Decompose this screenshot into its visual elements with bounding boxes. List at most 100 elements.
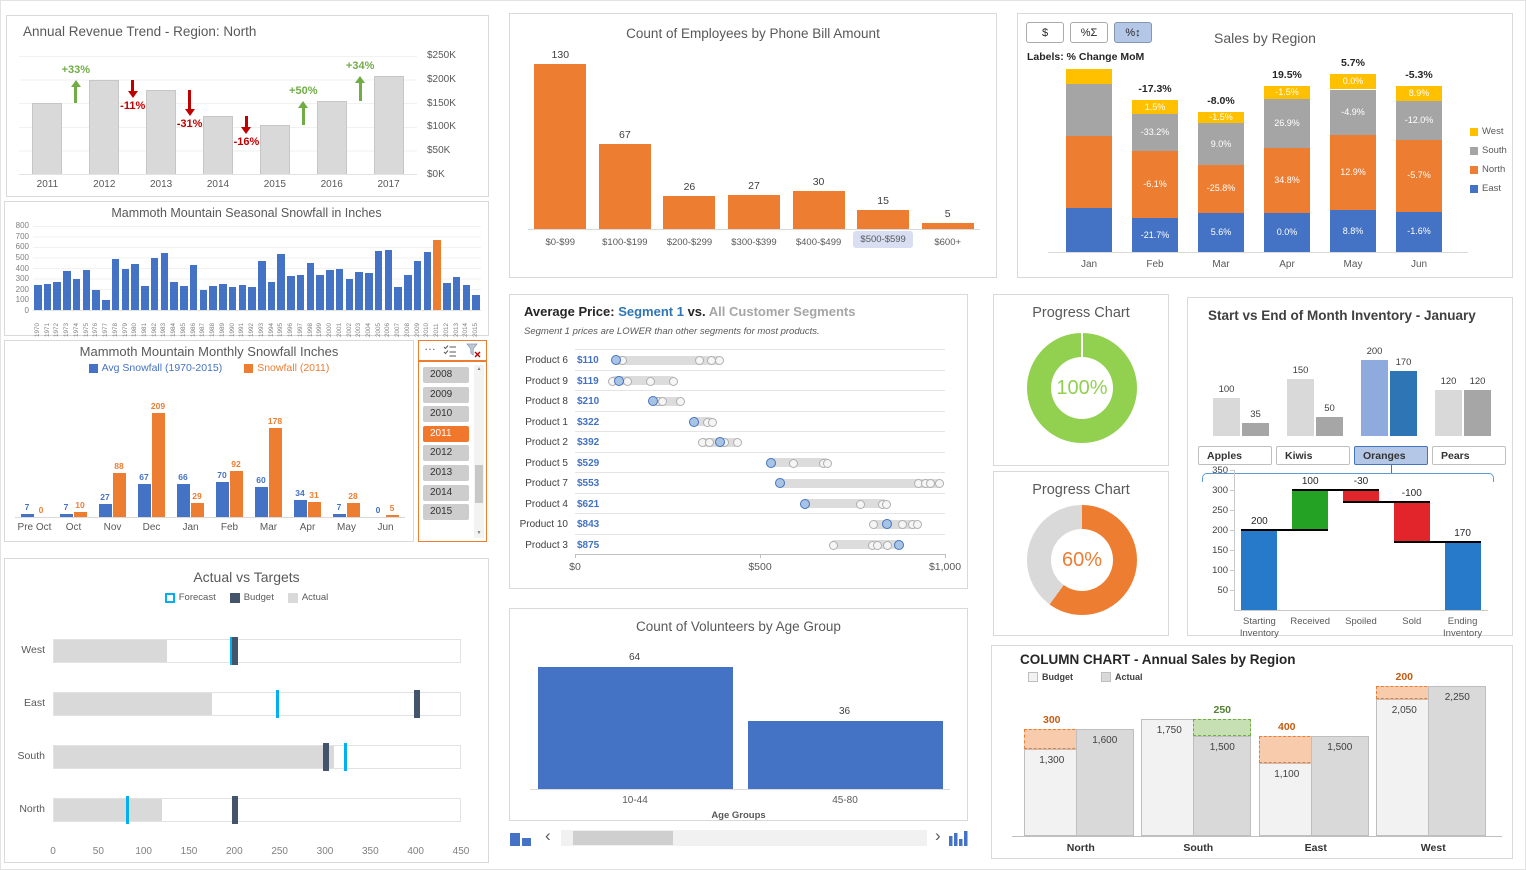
bar bbox=[857, 209, 910, 229]
x-tick-label: 2011 bbox=[433, 323, 441, 337]
scroll-right-icon[interactable]: › bbox=[935, 826, 941, 845]
x-tick-label: $500-$599 bbox=[851, 231, 916, 248]
x-tick-label: 1975 bbox=[82, 322, 90, 337]
label-mode-button-1[interactable]: %Σ bbox=[1070, 22, 1108, 43]
scroll-down-icon[interactable]: ▼ bbox=[476, 530, 482, 536]
bar bbox=[43, 283, 52, 310]
x-axis-line bbox=[1012, 836, 1502, 837]
x-tick-label: 1990 bbox=[228, 322, 236, 337]
bar-value-label: 29 bbox=[192, 490, 202, 501]
chart-title: Sales by Region bbox=[1214, 30, 1316, 46]
x-tick-label: 1989 bbox=[218, 322, 226, 337]
x-tick-label: 1983 bbox=[160, 322, 168, 337]
category-label: West bbox=[21, 644, 45, 656]
scroll-up-icon[interactable]: ▲ bbox=[476, 366, 482, 372]
inventory-end-bar bbox=[1464, 390, 1491, 436]
other-segment-dot bbox=[882, 540, 892, 550]
x-tick-text: $200-$299 bbox=[666, 237, 713, 248]
trend-arrow-up bbox=[298, 100, 309, 126]
waterfall-bar-down bbox=[1343, 490, 1379, 502]
x-tick-label: May bbox=[337, 522, 356, 533]
variance-label: 250 bbox=[1213, 704, 1232, 717]
actual-value-label: 1,500 bbox=[1209, 742, 1235, 753]
bar-value-label: 31 bbox=[309, 489, 319, 500]
x-tick-label: Jan bbox=[182, 522, 199, 533]
fruit-button-pears[interactable]: Pears bbox=[1432, 446, 1506, 465]
scroll-left-icon[interactable]: ‹ bbox=[545, 826, 551, 845]
x-tick-label: 2012 bbox=[442, 322, 450, 337]
stack-segment-south bbox=[1264, 98, 1310, 148]
bar-value-label: 10 bbox=[75, 500, 85, 510]
fruit-button-apples[interactable]: Apples bbox=[1198, 446, 1272, 465]
slicer-item-2015[interactable]: 2015 bbox=[423, 504, 469, 521]
y-tick-mark bbox=[1230, 470, 1234, 471]
bar bbox=[598, 143, 651, 229]
x-tick-label: 2011 bbox=[36, 179, 59, 190]
stack-segment-east bbox=[1132, 218, 1178, 252]
connector-bracket bbox=[1202, 473, 1494, 482]
x-tick-label: 1998 bbox=[306, 322, 314, 337]
other-segment-dot bbox=[869, 520, 879, 529]
bar-value-label: 200 bbox=[1366, 346, 1383, 357]
bar-value-label: 34 bbox=[295, 488, 305, 498]
x-tick-label: Jan bbox=[1080, 259, 1098, 270]
x-tick-label: 1979 bbox=[121, 322, 129, 337]
bar bbox=[316, 100, 347, 174]
arrow-shaft bbox=[244, 116, 248, 128]
arrow-head-icon bbox=[298, 100, 309, 108]
x-tick-label: 450 bbox=[452, 846, 470, 857]
total-label: 19.5% bbox=[1272, 68, 1302, 81]
bar-value-label: 50 bbox=[1324, 403, 1335, 414]
x-tick-label: $400-$499 bbox=[786, 237, 851, 248]
bar bbox=[462, 284, 471, 310]
arrow-head-icon bbox=[70, 79, 81, 87]
more-options-icon[interactable]: … bbox=[424, 339, 437, 353]
slicer-item-2008[interactable]: 2008 bbox=[423, 367, 469, 383]
scroll-thumb[interactable] bbox=[573, 831, 673, 845]
slicer-item-2010[interactable]: 2010 bbox=[423, 406, 469, 423]
bar-value-label: 170 bbox=[1454, 528, 1471, 539]
label-mode-button-0[interactable]: $ bbox=[1026, 22, 1064, 43]
actual-bar bbox=[1310, 736, 1369, 836]
title-rest: All Customer Segments bbox=[708, 304, 856, 319]
x-tick-label: Jun bbox=[1410, 259, 1428, 270]
fruit-button-kiwis[interactable]: Kiwis bbox=[1276, 446, 1350, 465]
inventory-end-bar bbox=[1390, 371, 1417, 436]
slicer-item-2013[interactable]: 2013 bbox=[423, 465, 469, 481]
column-chart-icon[interactable] bbox=[949, 830, 971, 847]
stack-segment-north bbox=[1396, 140, 1442, 212]
fruit-button-oranges[interactable]: Oranges bbox=[1354, 446, 1428, 465]
x-tick-label: 350 bbox=[361, 846, 379, 857]
segment-label: 0.0% bbox=[1276, 227, 1298, 237]
multi-select-icon[interactable] bbox=[443, 344, 457, 357]
arrow-head-icon bbox=[184, 109, 195, 117]
x-tick-text: $100-$199 bbox=[602, 237, 648, 248]
bar bbox=[374, 250, 383, 310]
x-tick-label: 2015 bbox=[472, 322, 480, 337]
bar-value-label: -100 bbox=[1401, 488, 1422, 499]
slicer-scrollbar[interactable]: ▲ ▼ bbox=[474, 365, 484, 538]
label-mode-button-2[interactable]: %↕ bbox=[1114, 22, 1152, 43]
scrollbar-thumb[interactable] bbox=[475, 465, 483, 504]
slicer-item-2012[interactable]: 2012 bbox=[423, 445, 469, 462]
slicer-item-2014[interactable]: 2014 bbox=[423, 484, 469, 501]
clear-filter-icon[interactable] bbox=[466, 343, 481, 358]
other-segment-dot bbox=[733, 438, 743, 447]
bar bbox=[146, 89, 177, 174]
bar bbox=[180, 285, 188, 310]
x-tick-label: 1982 bbox=[150, 322, 158, 337]
bar bbox=[203, 116, 233, 174]
mini-bars-icon[interactable] bbox=[509, 831, 535, 847]
bar-value-label: 60 bbox=[256, 475, 266, 485]
y-tick-mark bbox=[1230, 590, 1234, 591]
x-tick-label: Apr bbox=[299, 522, 316, 533]
stack-segment-east bbox=[1264, 213, 1310, 252]
bar bbox=[219, 284, 227, 310]
bar bbox=[277, 254, 285, 310]
slicer-item-2011[interactable]: 2011 bbox=[423, 425, 469, 442]
other-segment-dot bbox=[855, 499, 865, 509]
slicer-item-2009[interactable]: 2009 bbox=[423, 386, 469, 403]
bullet-outer bbox=[53, 692, 461, 716]
scroll-track[interactable] bbox=[561, 830, 927, 846]
bar-value-label: 64 bbox=[628, 652, 641, 664]
